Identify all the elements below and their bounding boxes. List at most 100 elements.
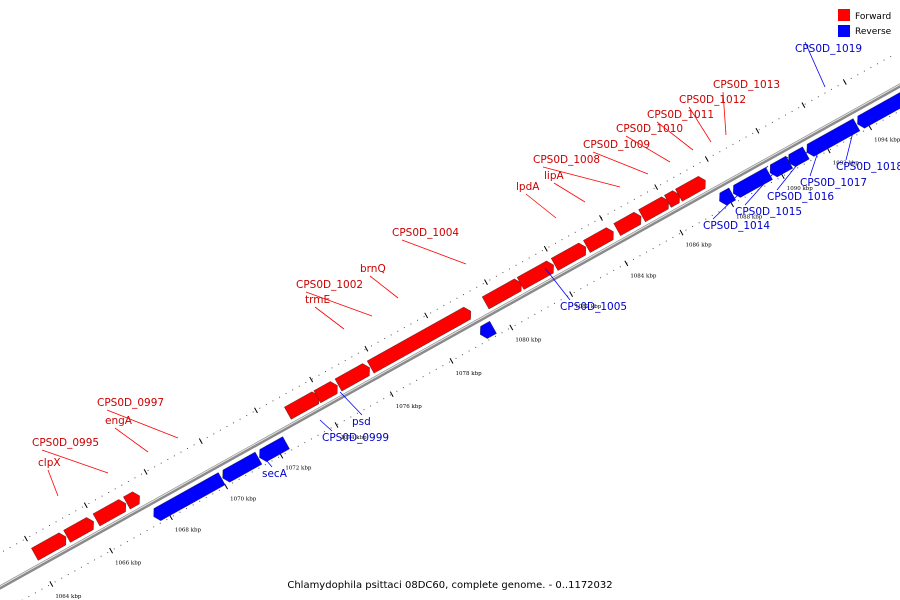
minor-tick bbox=[784, 174, 786, 176]
gene-psd[interactable] bbox=[259, 436, 290, 462]
gene-cps0d-0995[interactable] bbox=[63, 517, 94, 543]
gene-label[interactable]: engA bbox=[105, 415, 133, 427]
gene-label[interactable]: trmE bbox=[305, 294, 330, 306]
minor-tick bbox=[337, 423, 339, 425]
minor-tick bbox=[55, 521, 57, 523]
gene-cps0d-1009[interactable] bbox=[583, 227, 614, 253]
minor-tick bbox=[192, 504, 194, 506]
gene-label[interactable]: CPS0D_1012 bbox=[679, 94, 746, 106]
gene-label[interactable]: CPS0D_1009 bbox=[583, 139, 650, 151]
minor-tick bbox=[173, 455, 175, 457]
gene-label[interactable]: CPS0D_0995 bbox=[32, 437, 99, 449]
gene-cps0d-0997[interactable] bbox=[123, 491, 140, 510]
minor-tick bbox=[410, 323, 412, 325]
gene-brnq[interactable] bbox=[334, 363, 370, 392]
gene-label[interactable]: clpX bbox=[38, 457, 61, 469]
gene-label[interactable]: CPS0D_1017 bbox=[800, 177, 867, 189]
gene-label[interactable]: lpdA bbox=[516, 181, 540, 193]
minor-tick bbox=[146, 530, 148, 532]
minor-tick bbox=[817, 96, 819, 98]
tick-label: 1072 kbp bbox=[285, 466, 312, 472]
minor-tick bbox=[685, 229, 687, 231]
minor-tick bbox=[660, 184, 662, 186]
gene-label[interactable]: CPS0D_1005 bbox=[560, 301, 627, 313]
gene-label[interactable]: CPS0D_0997 bbox=[97, 397, 164, 409]
gene-label[interactable]: CPS0D_0999 bbox=[322, 432, 389, 444]
minor-tick bbox=[298, 385, 300, 387]
gene-label[interactable]: psd bbox=[352, 416, 371, 428]
gene-cps0d-1019[interactable] bbox=[857, 90, 900, 129]
minor-tick bbox=[679, 173, 681, 175]
gene-cps0d-1011[interactable] bbox=[638, 196, 669, 223]
gene-cps0d-1013[interactable] bbox=[675, 176, 706, 202]
gene-lpda[interactable] bbox=[481, 278, 522, 310]
minor-tick bbox=[527, 317, 529, 319]
minor-tick bbox=[305, 382, 307, 384]
gene-label[interactable]: CPS0D_1015 bbox=[735, 206, 802, 218]
minor-tick bbox=[179, 511, 181, 513]
gene-label[interactable]: CPS0D_1018 bbox=[836, 161, 900, 173]
minor-tick bbox=[837, 85, 839, 87]
minor-tick bbox=[481, 343, 483, 345]
gene-cps0d-1008[interactable] bbox=[550, 242, 587, 271]
gene-label[interactable]: CPS0D_1002 bbox=[296, 279, 363, 291]
gene-label[interactable]: CPS0D_1019 bbox=[795, 43, 862, 55]
gene-label[interactable]: CPS0D_1016 bbox=[767, 191, 834, 203]
minor-tick bbox=[476, 286, 478, 288]
gene-label[interactable]: secA bbox=[262, 468, 288, 480]
gene-layer bbox=[31, 90, 900, 561]
major-tick bbox=[424, 312, 429, 319]
major-tick bbox=[254, 407, 258, 414]
gene-leader-line bbox=[369, 275, 399, 299]
gene-cps0d-1018[interactable] bbox=[806, 118, 861, 157]
gene-cps0d-1010[interactable] bbox=[613, 211, 642, 236]
tick-label: 1084 kbp bbox=[630, 273, 657, 279]
minor-tick bbox=[120, 544, 122, 546]
gene-label[interactable]: CPS0D_1011 bbox=[647, 109, 714, 121]
minor-tick bbox=[699, 162, 701, 164]
gene-cps0d-1004[interactable] bbox=[366, 306, 472, 374]
minor-tick bbox=[371, 345, 373, 347]
minor-tick bbox=[724, 207, 726, 209]
minor-tick bbox=[338, 363, 340, 365]
gene-enga[interactable] bbox=[92, 499, 127, 527]
gene-cps0d-1002[interactable] bbox=[313, 381, 338, 404]
gene-label[interactable]: CPS0D_1014 bbox=[703, 220, 770, 232]
gene-cps0d-1012[interactable] bbox=[664, 190, 680, 208]
gene-seca[interactable] bbox=[153, 472, 226, 521]
gene-clpx[interactable] bbox=[31, 532, 67, 561]
minor-tick bbox=[239, 418, 241, 420]
gene-label[interactable]: CPS0D_1013 bbox=[713, 79, 780, 91]
gene-label[interactable]: lipA bbox=[544, 170, 564, 182]
minor-tick bbox=[251, 471, 253, 473]
minor-tick bbox=[311, 378, 313, 380]
minor-tick bbox=[422, 376, 424, 378]
gene-trme[interactable] bbox=[284, 391, 320, 420]
gene-label[interactable]: CPS0D_1010 bbox=[616, 123, 683, 135]
minor-tick bbox=[449, 301, 451, 303]
gene-cps0d-0999[interactable] bbox=[222, 451, 263, 483]
minor-tick bbox=[857, 74, 859, 76]
minor-tick bbox=[113, 548, 115, 550]
gene-cps0d-1005[interactable] bbox=[480, 320, 497, 339]
minor-tick bbox=[502, 272, 504, 274]
minor-tick bbox=[317, 434, 319, 436]
gene-label[interactable]: CPS0D_1004 bbox=[392, 227, 459, 239]
minor-tick bbox=[54, 581, 56, 583]
gene-label[interactable]: brnQ bbox=[360, 263, 386, 275]
minor-tick bbox=[74, 570, 76, 572]
minor-tick bbox=[330, 427, 332, 429]
gene-label[interactable]: CPS0D_1008 bbox=[533, 154, 600, 166]
gene-lipa[interactable] bbox=[516, 260, 554, 290]
genome-backbone bbox=[0, 83, 900, 590]
major-tick bbox=[143, 469, 148, 475]
tick-label: 1078 kbp bbox=[456, 371, 483, 377]
minor-tick bbox=[278, 456, 280, 458]
minor-tick bbox=[80, 566, 82, 568]
major-tick bbox=[449, 357, 454, 364]
minor-tick bbox=[42, 528, 44, 530]
minor-tick bbox=[88, 502, 90, 504]
minor-tick bbox=[574, 231, 576, 233]
gene-leader-line bbox=[712, 165, 769, 220]
gene-cps0d-1017[interactable] bbox=[788, 146, 810, 167]
